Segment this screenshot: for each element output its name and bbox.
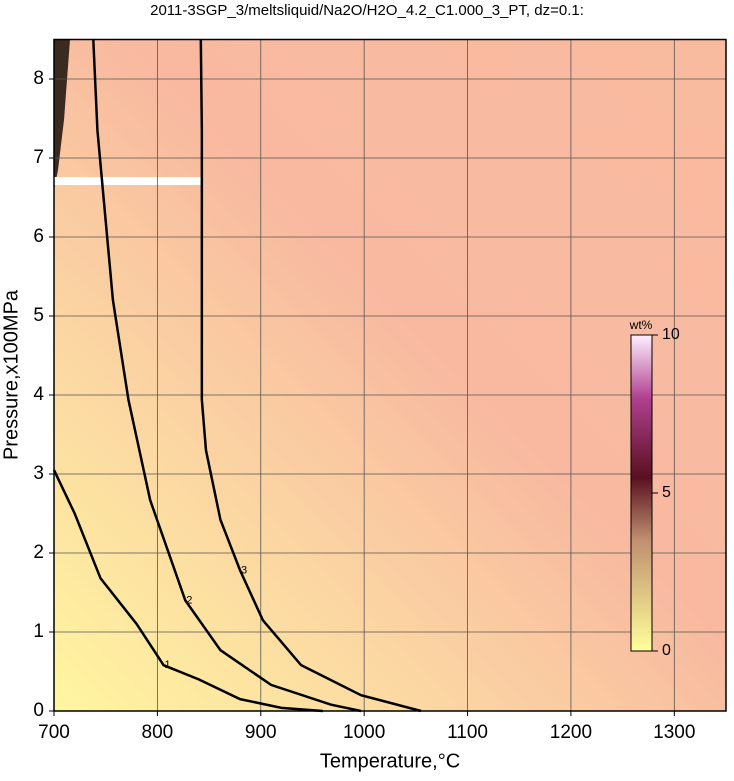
x-tick-label: 1300: [653, 722, 695, 743]
y-tick-label: 4: [33, 384, 44, 405]
y-tick-label: 2: [33, 542, 44, 563]
x-tick-label: 900: [245, 722, 277, 743]
y-axis-label: Pressure,x100MPa: [0, 289, 22, 460]
colorbar-tick-label: 10: [662, 326, 680, 343]
x-tick-label: 1000: [343, 722, 385, 743]
field: [54, 39, 726, 711]
y-tick-label: 5: [33, 305, 44, 326]
x-axis-label: Temperature,°C: [320, 750, 460, 772]
contour-label: 3: [241, 564, 247, 576]
y-tick-label: 6: [33, 226, 44, 247]
x-tick-label: 700: [38, 722, 70, 743]
y-tick-label: 8: [33, 68, 44, 89]
y-tick-label: 3: [33, 463, 44, 484]
y-tick-label: 0: [33, 700, 44, 721]
dark-corner: [54, 39, 70, 190]
y-tick-label: 1: [33, 621, 44, 642]
white-band: [54, 177, 202, 185]
colorbar-tick-label: 0: [662, 642, 671, 659]
contour-line: [52, 469, 323, 713]
frame: [53, 38, 727, 712]
contour-line: [92, 39, 362, 713]
chart-title: 2011-3SGP_3/meltsliquid/Na2O/H2O_4.2_C1.…: [150, 2, 584, 19]
colorbar-tick-label: 5: [662, 484, 671, 501]
colorbar: [630, 334, 653, 652]
y-tick-label: 7: [33, 147, 44, 168]
contour-line: [199, 39, 422, 713]
colorbar-label: wt%: [629, 318, 653, 332]
contour-label: 2: [186, 594, 192, 606]
contour-label: 1: [165, 659, 171, 671]
x-tick-label: 1100: [447, 722, 488, 743]
x-tick-label: 800: [142, 722, 174, 743]
x-tick-label: 1200: [550, 722, 592, 743]
